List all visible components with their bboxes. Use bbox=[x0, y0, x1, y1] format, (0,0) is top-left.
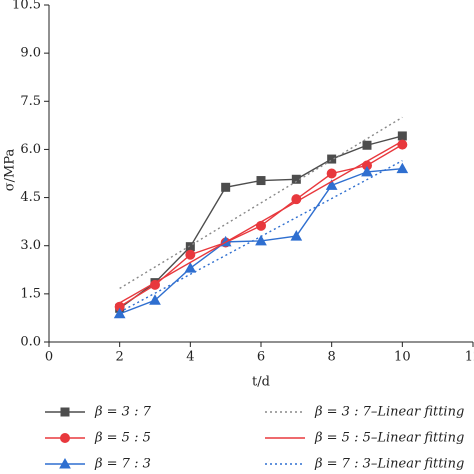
data-point bbox=[221, 182, 231, 192]
legend-label: β = 3 : 7–Linear fitting bbox=[314, 405, 464, 420]
y-tick-label: 7.5 bbox=[20, 94, 41, 109]
y-tick-label: 4.5 bbox=[20, 190, 41, 205]
data-point bbox=[184, 262, 197, 273]
legend-label: β = 5 : 5–Linear fitting bbox=[314, 431, 464, 446]
y-tick-label: 10.5 bbox=[12, 0, 41, 13]
data-point bbox=[149, 294, 161, 305]
x-tick-label: 0 bbox=[45, 350, 53, 365]
legend-label: β = 5 : 5 bbox=[94, 431, 151, 446]
data-point bbox=[290, 230, 303, 241]
data-point bbox=[255, 234, 267, 246]
series-line bbox=[119, 140, 403, 304]
legend-marker bbox=[60, 433, 70, 443]
x-axis-label: t/d bbox=[252, 375, 270, 390]
y-tick-label: 3.0 bbox=[20, 238, 41, 253]
data-point bbox=[396, 162, 409, 174]
x-tick-label: 4 bbox=[186, 350, 194, 365]
data-point bbox=[327, 154, 337, 164]
legend-label: β = 7 : 3 bbox=[94, 457, 151, 472]
data-point bbox=[325, 179, 338, 190]
data-point bbox=[113, 307, 126, 319]
x-tick-label: 8 bbox=[328, 350, 336, 365]
legend-marker bbox=[60, 407, 70, 417]
y-axis-label: σ/MPa bbox=[3, 149, 18, 192]
legend-label: β = 7 : 3–Linear fitting bbox=[314, 457, 464, 472]
data-point bbox=[362, 140, 372, 150]
y-tick-label: 0.0 bbox=[20, 335, 41, 350]
data-point bbox=[185, 249, 196, 260]
y-tick-label: 1.5 bbox=[20, 286, 41, 301]
data-point bbox=[256, 176, 266, 186]
data-point bbox=[397, 131, 407, 141]
y-tick-label: 6.0 bbox=[20, 142, 41, 157]
data-point bbox=[361, 165, 373, 177]
series-line bbox=[119, 160, 403, 313]
x-tick-label: 12 bbox=[465, 350, 474, 365]
x-tick-label: 2 bbox=[116, 350, 124, 365]
x-tick-label: 10 bbox=[394, 350, 411, 365]
series-line bbox=[119, 116, 403, 289]
legend-label: β = 3 : 7 bbox=[94, 405, 152, 420]
data-point bbox=[326, 168, 337, 179]
x-tick-label: 6 bbox=[257, 350, 265, 365]
legend-marker bbox=[59, 457, 71, 469]
y-tick-label: 9.0 bbox=[20, 46, 41, 61]
